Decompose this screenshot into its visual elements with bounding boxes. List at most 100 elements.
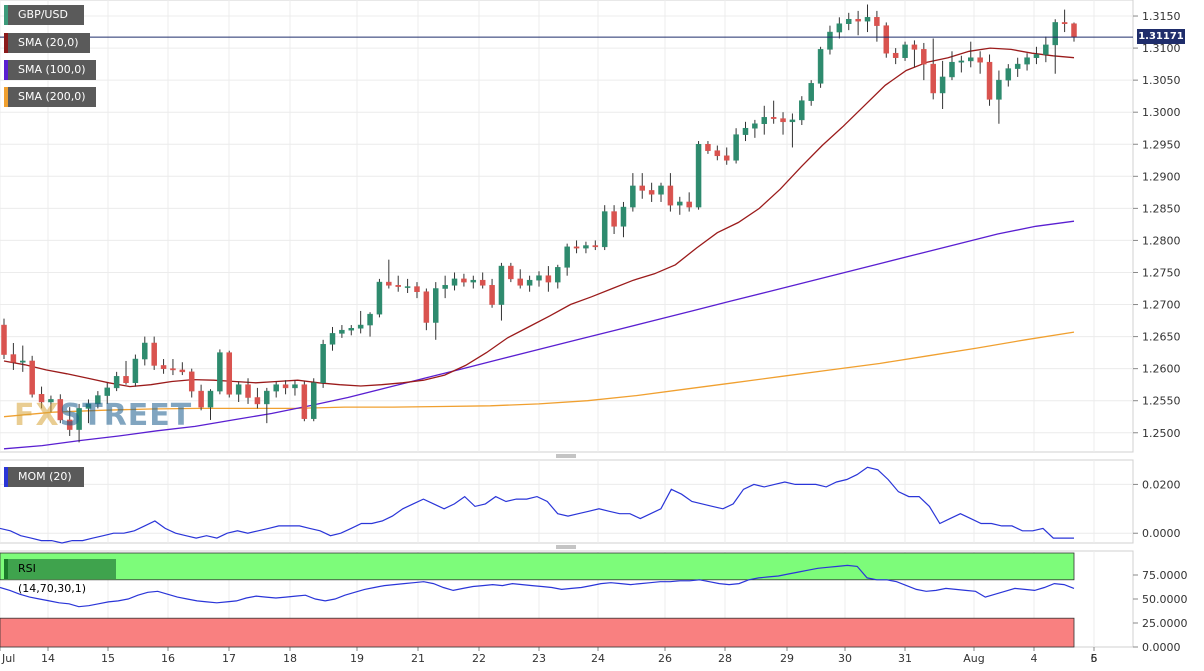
x-tick-label: 29	[780, 652, 794, 665]
candle-body	[451, 278, 458, 286]
candle-body	[376, 281, 383, 315]
candle-body	[282, 384, 289, 389]
candle-body	[555, 267, 561, 283]
x-tick-label: 23	[532, 652, 546, 665]
mom-y-tick-label: 0.0200	[1142, 478, 1181, 491]
x-tick-label: 28	[718, 652, 732, 665]
candle-body	[273, 384, 279, 392]
candle-body	[10, 354, 17, 363]
x-tick-label: 4	[1031, 652, 1038, 665]
y-tick-label: 1.3050	[1142, 74, 1181, 87]
candle-body	[545, 275, 552, 283]
candle-body	[386, 281, 392, 286]
x-tick-label: 26	[658, 652, 672, 665]
x-tick-label: 24	[591, 652, 605, 665]
candle-body	[1071, 23, 1077, 38]
candle-body	[620, 206, 627, 227]
candle-body	[339, 329, 345, 334]
candle-body	[902, 44, 908, 58]
mom-label[interactable]: MOM (20)	[4, 467, 84, 487]
candle-body	[968, 57, 974, 62]
candle-body	[414, 286, 420, 292]
candle-body	[977, 57, 983, 63]
x-tick-label: 14	[41, 652, 55, 665]
candle-body	[470, 279, 477, 283]
candle-body	[498, 265, 505, 305]
candle-body	[20, 360, 26, 363]
candle-body	[789, 119, 796, 123]
x-tick-label: 19	[350, 652, 364, 665]
candle-body	[1043, 44, 1049, 55]
candle-body	[526, 279, 533, 286]
candle-body	[799, 100, 805, 121]
candle-body	[1052, 22, 1058, 46]
candle-body	[292, 384, 298, 389]
candle-body	[1005, 68, 1012, 81]
y-tick-label: 1.2900	[1142, 170, 1181, 183]
x-tick-label: 5	[1091, 652, 1098, 665]
candle-body	[245, 384, 251, 398]
sma20-line	[3, 47, 1075, 388]
candle-body	[123, 376, 129, 384]
candle-body	[1014, 63, 1021, 69]
candle-body	[780, 118, 786, 123]
candle-body	[752, 123, 758, 129]
sma200-label[interactable]: SMA (200,0)	[4, 87, 96, 107]
symbol-label[interactable]: GBP/USD	[4, 5, 84, 25]
candle-body	[611, 211, 617, 227]
candle-body	[573, 246, 580, 249]
y-tick-label: 1.2700	[1142, 299, 1181, 312]
candle-body	[479, 279, 486, 286]
candle-body	[357, 324, 364, 329]
rsi-y-tick-label: 50.0000	[1142, 593, 1188, 606]
candle-body	[226, 352, 233, 395]
candle-body	[198, 390, 204, 408]
candle-body	[310, 382, 317, 419]
candle-body	[930, 63, 936, 94]
candle-body	[48, 399, 54, 403]
x-tick-label: 18	[283, 652, 297, 665]
y-tick-label: 1.3000	[1142, 106, 1181, 119]
candle-body	[808, 83, 814, 101]
y-tick-label: 1.2950	[1142, 138, 1181, 151]
candle-body	[949, 61, 955, 78]
candle-body	[883, 25, 890, 54]
rsi-label[interactable]: RSI (14,70,30,1)	[4, 559, 116, 595]
x-tick-label: 16	[161, 652, 175, 665]
candle-body	[864, 17, 871, 22]
candle-body	[461, 278, 467, 283]
sma100-label[interactable]: SMA (100,0)	[4, 60, 96, 80]
candle-body	[911, 44, 918, 50]
candle-body	[686, 201, 692, 208]
candle-body	[151, 342, 157, 366]
candle-body	[996, 79, 1002, 100]
y-tick-label: 1.2800	[1142, 234, 1181, 247]
candle-body	[536, 275, 542, 281]
rsi-y-tick-label: 25.0000	[1142, 617, 1188, 630]
x-tick-label: 6	[1091, 652, 1098, 665]
y-tick-label: 1.2750	[1142, 266, 1181, 279]
candle-body	[301, 384, 308, 419]
rsi-y-tick-label: 0.0000	[1142, 641, 1181, 654]
y-tick-label: 1.3100	[1142, 42, 1181, 55]
candle-body	[733, 134, 739, 161]
sma100-line	[3, 220, 1075, 450]
candle-body	[433, 288, 439, 323]
y-tick-label: 1.2600	[1142, 363, 1181, 376]
candle-body	[1061, 22, 1068, 24]
candle-body	[367, 313, 373, 326]
candle-body	[648, 190, 655, 195]
x-tick-label: 22	[472, 652, 486, 665]
candle-body	[761, 117, 768, 124]
candle-body	[160, 365, 167, 369]
candle-body	[874, 17, 880, 26]
candle-body	[132, 358, 139, 384]
candle-body	[57, 399, 64, 421]
candle-body	[348, 328, 355, 331]
y-tick-label: 1.2650	[1142, 331, 1181, 344]
x-tick-label: 21	[411, 652, 425, 665]
candle-body	[892, 52, 899, 58]
candle-body	[827, 31, 833, 50]
sma20-label[interactable]: SMA (20,0)	[4, 33, 90, 53]
candle-body	[404, 286, 411, 288]
